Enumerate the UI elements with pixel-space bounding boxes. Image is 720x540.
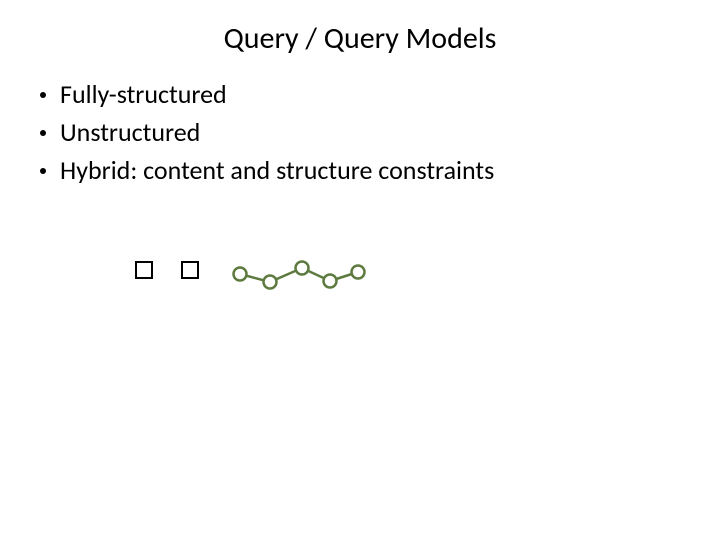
bullet-item: Hybrid: content and structure constraint… bbox=[40, 154, 680, 188]
bullet-dot-icon bbox=[40, 168, 46, 174]
node-chain-diagram bbox=[230, 254, 375, 296]
bullet-text: Hybrid: content and structure constraint… bbox=[60, 154, 494, 188]
bullet-dot-icon bbox=[40, 130, 46, 136]
slide-body: Fully-structured Unstructured Hybrid: co… bbox=[40, 78, 680, 191]
slide: Query / Query Models Fully-structured Un… bbox=[0, 0, 720, 540]
bullet-item: Fully-structured bbox=[40, 78, 680, 112]
bullet-text: Unstructured bbox=[60, 116, 200, 150]
placeholder-box-icon bbox=[181, 261, 199, 279]
bullet-dot-icon bbox=[40, 92, 46, 98]
bullet-item: Unstructured bbox=[40, 116, 680, 150]
placeholder-glyphs bbox=[135, 260, 223, 300]
slide-title: Query / Query Models bbox=[0, 20, 720, 57]
placeholder-box-icon bbox=[135, 261, 153, 279]
bullet-text: Fully-structured bbox=[60, 78, 227, 112]
